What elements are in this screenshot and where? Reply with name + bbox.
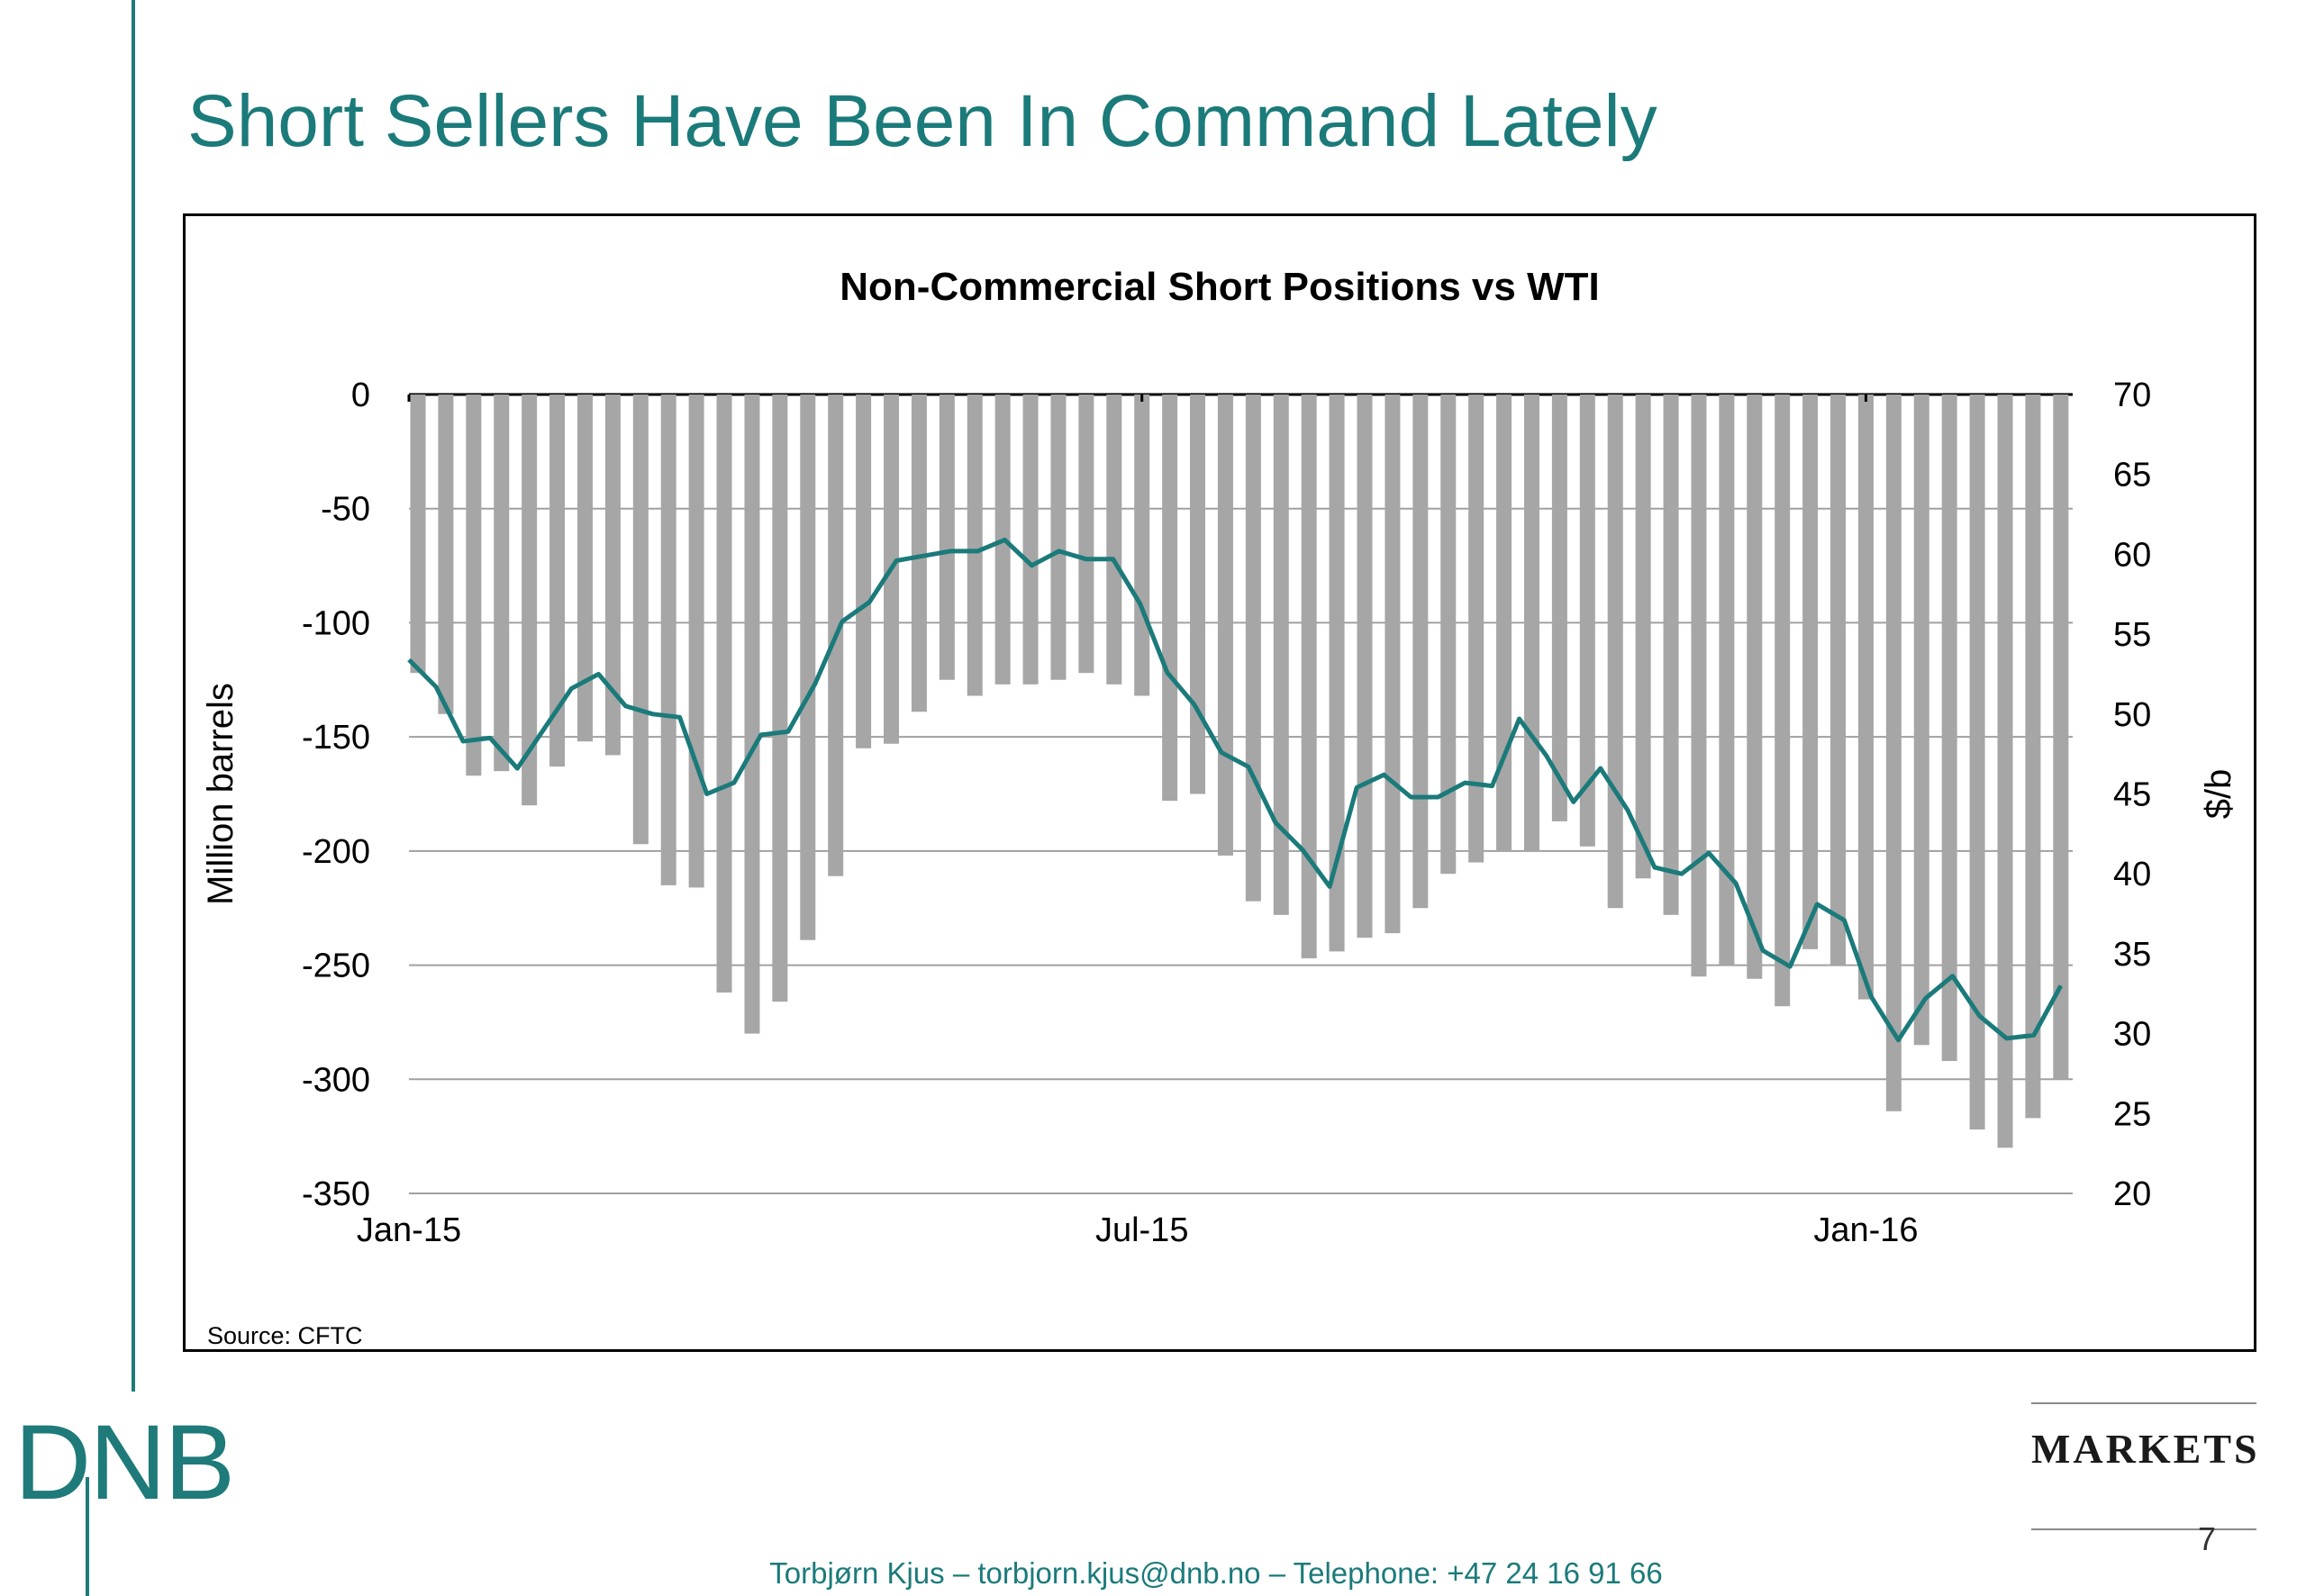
bar xyxy=(688,394,704,888)
bar xyxy=(576,394,593,742)
y-tick-label: 0 xyxy=(351,376,370,414)
y2-tick-label: 40 xyxy=(2113,856,2151,893)
bar xyxy=(1496,394,1512,851)
y2-tick-label: 35 xyxy=(2113,936,2151,974)
bar xyxy=(967,394,983,696)
bar xyxy=(1078,394,1094,674)
accent-rule-bottom xyxy=(86,1477,89,1596)
bar xyxy=(856,394,872,748)
accent-rule-top xyxy=(132,0,135,1392)
y2-tick-label: 55 xyxy=(2113,616,2151,654)
chart: Non-Commercial Short Positions vs WTI 0 -5… xyxy=(201,265,2238,1349)
bar xyxy=(1775,394,1791,1007)
bar xyxy=(1941,394,1957,1062)
y2-axis-title: $/b xyxy=(2199,769,2238,820)
y-tick-label: -350 xyxy=(302,1175,370,1213)
bar xyxy=(1719,394,1735,966)
bar xyxy=(1245,394,1261,902)
footer-contact: Torbjørn Kjus – torbjorn.kjus@dnb.no – T… xyxy=(769,1556,1663,1590)
bar xyxy=(939,394,955,680)
bar xyxy=(1830,394,1847,966)
markets-rule-top xyxy=(2031,1402,2256,1404)
x-tick-label: Jan-16 xyxy=(1813,1211,1918,1249)
bar xyxy=(2025,394,2041,1119)
bar xyxy=(1607,394,1623,909)
bar xyxy=(660,394,676,885)
bar xyxy=(632,394,649,845)
bar xyxy=(1969,394,1985,1130)
bar xyxy=(522,394,538,806)
y2-tick-label: 65 xyxy=(2113,457,2151,494)
bar xyxy=(1329,394,1345,952)
y2-tick-label: 70 xyxy=(2113,376,2151,414)
bar xyxy=(1273,394,1289,915)
page-number: 7 xyxy=(2198,1520,2217,1557)
y2-tick-label: 30 xyxy=(2113,1016,2151,1054)
bar xyxy=(438,394,454,714)
bar xyxy=(1412,394,1429,909)
y-tick-label: -300 xyxy=(302,1061,370,1099)
bar xyxy=(1579,394,1595,847)
chart-title: Non-Commercial Short Positions vs WTI xyxy=(840,265,1599,309)
bar xyxy=(1635,394,1651,879)
bar xyxy=(410,394,426,674)
bar xyxy=(1134,394,1150,696)
bar xyxy=(800,394,816,940)
bar xyxy=(549,394,566,767)
bar xyxy=(1691,394,1707,977)
bar xyxy=(772,394,788,1002)
y2-tick-label: 60 xyxy=(2113,536,2151,574)
bar xyxy=(1106,394,1122,685)
x-tick-label: Jan-15 xyxy=(357,1211,461,1249)
bar xyxy=(1440,394,1457,875)
bar xyxy=(494,394,510,772)
bar xyxy=(466,394,482,776)
y-tick-label: -150 xyxy=(302,719,370,757)
y-axis-title: Million barrels xyxy=(201,683,241,905)
y2-tick-label: 50 xyxy=(2113,696,2151,734)
dnb-logo: DNB xyxy=(14,1403,235,1522)
bar xyxy=(911,394,927,712)
bar xyxy=(1551,394,1567,821)
bar xyxy=(1301,394,1317,958)
chart-frame: Non-Commercial Short Positions vs WTI 0 -5… xyxy=(183,213,2256,1352)
y2-tick-label: 20 xyxy=(2113,1175,2151,1213)
bar xyxy=(1997,394,2013,1148)
bar xyxy=(1217,394,1233,856)
x-tick-label: Jul-15 xyxy=(1095,1211,1189,1249)
bar xyxy=(1022,394,1039,685)
bar xyxy=(1802,394,1819,949)
y-tick-label: -100 xyxy=(302,604,370,642)
y-tick-label: -250 xyxy=(302,948,370,985)
bar xyxy=(1663,394,1679,915)
bar xyxy=(1050,394,1067,680)
bar xyxy=(716,394,732,993)
y-tick-label: -200 xyxy=(302,833,370,871)
bar xyxy=(1857,394,1874,1000)
bar xyxy=(1468,394,1484,863)
brand-markets: MARKETS xyxy=(2031,1426,2260,1472)
bar xyxy=(1913,394,1929,1046)
y2-tick-label: 25 xyxy=(2113,1095,2151,1133)
bar xyxy=(2053,394,2069,1080)
bar xyxy=(1523,394,1539,851)
bar xyxy=(1385,394,1401,934)
chart-source: Source: CFTC xyxy=(207,1322,363,1349)
markets-rule-bottom xyxy=(2031,1528,2256,1530)
bar xyxy=(604,394,621,756)
y-tick-label: -50 xyxy=(321,491,370,529)
bar xyxy=(1747,394,1763,979)
bar xyxy=(1357,394,1373,939)
y2-tick-label: 45 xyxy=(2113,776,2151,814)
wti-line xyxy=(407,537,2063,1043)
page-title: Short Sellers Have Been In Command Latel… xyxy=(187,80,1657,162)
bar xyxy=(1190,394,1206,794)
bar xyxy=(1885,394,1902,1111)
bar xyxy=(744,394,760,1034)
bar xyxy=(1162,394,1178,802)
